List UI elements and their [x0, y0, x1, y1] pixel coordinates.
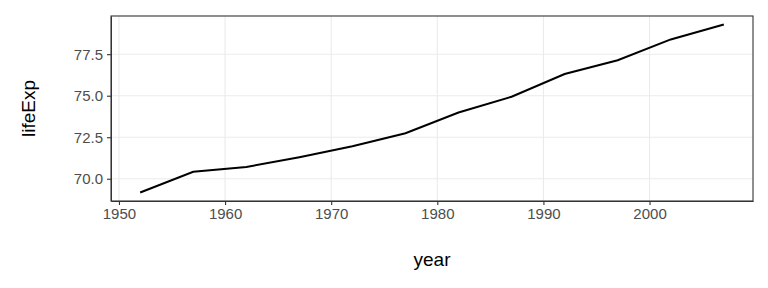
- y-tick: 70.0: [74, 170, 111, 187]
- x-grid-line: [225, 16, 226, 201]
- y-tick: 75.0: [74, 87, 111, 104]
- y-tick: 77.5: [74, 45, 111, 62]
- y-grid-line: [111, 137, 753, 138]
- x-tick-label: 1960: [209, 205, 242, 222]
- x-axis-title: year: [414, 249, 452, 270]
- x-tick-label: 1950: [103, 205, 136, 222]
- y-axis-title: lifeExp: [18, 80, 39, 137]
- marks: [140, 24, 724, 192]
- y-tick-mark: [107, 179, 111, 180]
- grid: [111, 16, 753, 201]
- x-grid-line: [331, 16, 332, 201]
- y-tick-label: 77.5: [74, 45, 103, 62]
- plot: 1950 1960 1970 1980 1990 2000 70.0 72.5 75.0 77.5: [74, 16, 754, 222]
- panel-border: [111, 16, 753, 201]
- y-grid-line: [111, 178, 753, 179]
- x-tick: 1950: [103, 201, 136, 222]
- x-grid-line: [543, 16, 544, 201]
- x-tick: 1990: [527, 201, 560, 222]
- y-tick-mark: [107, 96, 111, 97]
- line: [140, 24, 724, 192]
- y-tick-mark: [107, 137, 111, 138]
- chart: 1950 1960 1970 1980 1990 2000 70.0 72.5 75.0 77.5…: [0, 0, 768, 288]
- panel-background: [111, 16, 753, 201]
- y-tick-label: 70.0: [74, 170, 103, 187]
- y-tick-label: 75.0: [74, 87, 103, 104]
- y-grid-line: [111, 95, 753, 96]
- y-tick: 72.5: [74, 129, 111, 146]
- y-axis: 70.0 72.5 75.0 77.5: [74, 17, 112, 202]
- x-tick-label: 1970: [315, 205, 348, 222]
- x-grid-line: [437, 16, 438, 201]
- x-axis: 1950 1960 1970 1980 1990 2000: [103, 201, 754, 222]
- x-grid-line: [649, 16, 650, 201]
- y-tick-mark: [107, 54, 111, 55]
- x-tick: 1960: [209, 201, 242, 222]
- x-tick-label: 1990: [527, 205, 560, 222]
- x-tick: 1970: [315, 201, 348, 222]
- x-grid-line: [118, 16, 119, 201]
- x-tick: 1980: [421, 201, 454, 222]
- x-tick-label: 2000: [633, 205, 666, 222]
- y-grid-line: [111, 54, 753, 55]
- x-tick: 2000: [633, 201, 666, 222]
- x-tick-label: 1980: [421, 205, 454, 222]
- y-tick-label: 72.5: [74, 129, 103, 146]
